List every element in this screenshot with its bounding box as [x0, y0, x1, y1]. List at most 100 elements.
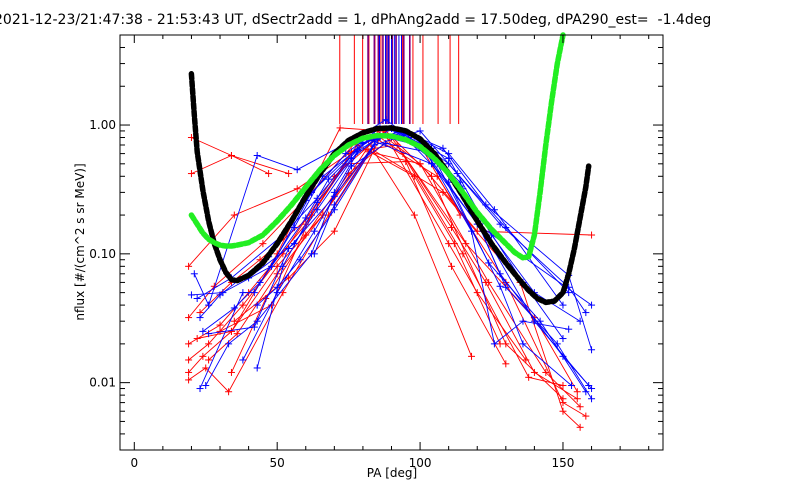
blue-point [199, 327, 207, 335]
x-tick-label: 0 [130, 456, 138, 470]
red-point [233, 330, 241, 338]
blue-point [219, 289, 227, 297]
red-point [530, 368, 538, 376]
blue-point [559, 352, 567, 360]
red-point [448, 262, 456, 270]
blue-point [565, 325, 573, 333]
x-axis-label: PA [deg] [367, 466, 417, 480]
red-point [542, 368, 550, 376]
blue-point [196, 314, 204, 322]
red-point [239, 301, 247, 309]
red-series-10 [231, 136, 578, 392]
blue-series-8 [242, 142, 569, 361]
red-point [259, 240, 267, 248]
blue-point [519, 317, 527, 325]
blue-point [239, 356, 247, 364]
blue-point [582, 388, 590, 396]
red-point [559, 382, 567, 390]
blue-point [490, 340, 498, 348]
red-point [473, 289, 481, 297]
red-point [573, 395, 581, 403]
blue-series-5 [199, 135, 592, 389]
red-point [185, 376, 193, 384]
blue-point [190, 270, 198, 278]
blue-point [342, 150, 350, 158]
blue-point [536, 317, 544, 325]
red-point [285, 170, 293, 178]
red-point [225, 388, 233, 396]
red-point [185, 340, 193, 348]
red-point [199, 352, 207, 360]
red-point [216, 321, 224, 329]
blue-point [576, 317, 584, 325]
red-series-0 [191, 137, 289, 175]
blue-point [250, 289, 258, 297]
x-tick-label: 50 [270, 456, 285, 470]
red-point [205, 340, 213, 348]
blue-point [325, 175, 333, 183]
red-point [482, 278, 490, 286]
red-series-4 [188, 161, 507, 365]
blue-point [253, 301, 261, 309]
red-point [448, 224, 456, 232]
y-axis-label: nflux [#/(cm^2 s sr MeV)] [73, 163, 87, 320]
y-tick-label: 1.00 [89, 118, 116, 132]
blue-point [588, 395, 596, 403]
blue-point [267, 262, 275, 270]
red-point [582, 412, 590, 420]
blue-point [285, 245, 293, 253]
red-point [230, 211, 238, 219]
black-model-curve [188, 71, 592, 306]
y-tick-label: 0.01 [89, 376, 116, 390]
axes: 0 50 100 150 0.01 0.10 1.00 [89, 35, 663, 470]
red-point [522, 356, 530, 364]
red-point [293, 185, 301, 193]
blue-point [582, 309, 590, 317]
blue-point [273, 283, 281, 291]
red-point [230, 317, 238, 325]
y-tick-label: 0.10 [89, 247, 116, 261]
red-point [185, 368, 193, 376]
red-point [267, 301, 275, 309]
blue-point [230, 304, 238, 312]
red-series-7 [188, 148, 581, 428]
blue-point [445, 150, 453, 158]
blue-point [416, 127, 424, 135]
blue-point [296, 256, 304, 264]
blue-point [490, 206, 498, 214]
blue-point [253, 364, 261, 372]
blue-point [253, 152, 261, 160]
red-point [336, 124, 344, 132]
red-point [576, 403, 584, 411]
blue-point [293, 166, 301, 174]
red-point [185, 262, 193, 270]
red-point [265, 170, 273, 178]
red-point [576, 423, 584, 431]
red-point [502, 360, 510, 368]
red-point [525, 373, 533, 381]
blue-point [565, 289, 573, 297]
green-model-curve [188, 32, 566, 261]
red-point [227, 152, 235, 160]
blue-point [502, 283, 510, 291]
red-point [185, 314, 193, 322]
red-point [573, 388, 581, 396]
red-point [416, 160, 424, 168]
blue-point [225, 340, 233, 348]
blue-point [588, 346, 596, 354]
red-series-8 [197, 127, 527, 361]
blue-point [302, 214, 310, 222]
red-point [588, 231, 596, 239]
red-point [439, 188, 447, 196]
red-point [459, 250, 467, 258]
blue-point [353, 148, 361, 156]
blue-point [310, 250, 318, 258]
blue-point [330, 206, 338, 214]
blue-point [559, 335, 567, 343]
blue-point [559, 301, 567, 309]
red-point [193, 335, 201, 343]
vertical-markers [339, 35, 460, 124]
blue-point [519, 340, 527, 348]
blue-series-3 [202, 138, 590, 386]
